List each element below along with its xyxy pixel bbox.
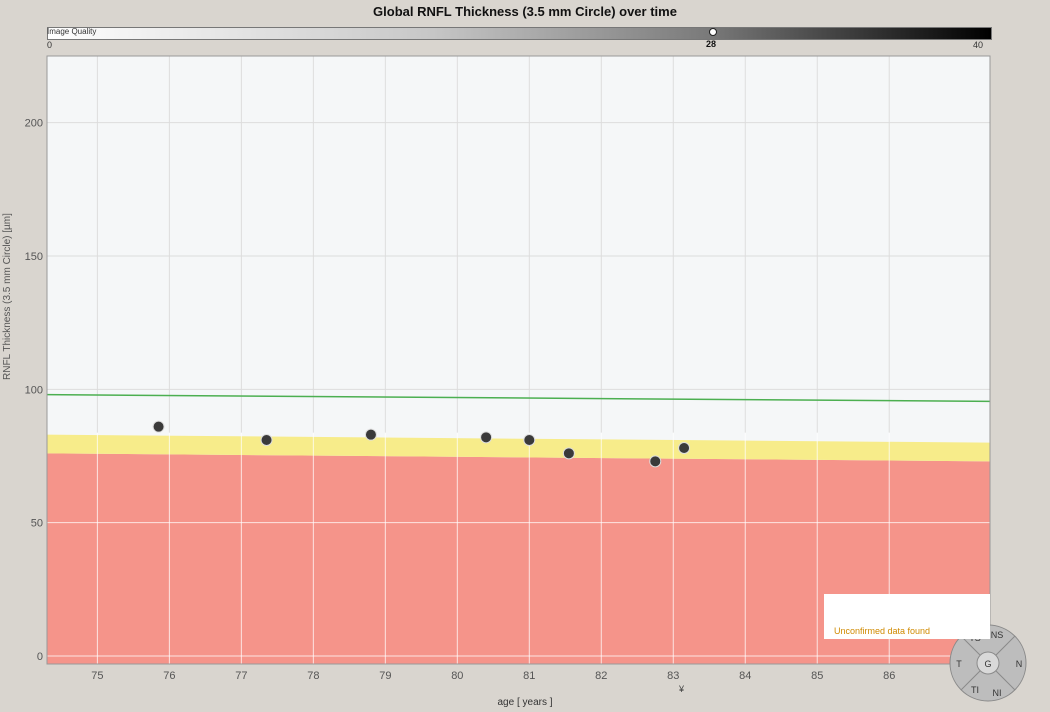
borderline-band <box>47 434 990 462</box>
compass-label: TI <box>971 685 979 695</box>
compass-label: NI <box>993 688 1002 698</box>
abnormal-band <box>47 453 990 664</box>
x-tick-label: 80 <box>451 670 463 682</box>
data-point <box>649 455 662 468</box>
y-axis-label: RNFL Thickness (3.5 mm Circle) [µm] <box>2 213 13 380</box>
x-tick-label: 81 <box>523 670 535 682</box>
x-tick-label: 85 <box>811 670 823 682</box>
compass-label: NS <box>991 630 1004 640</box>
image-quality-min: 0 <box>47 40 53 50</box>
data-point <box>480 431 493 444</box>
compass-divider <box>960 635 981 656</box>
y-tick-label: 150 <box>25 251 43 263</box>
notice-box <box>824 594 990 639</box>
compass-label: N <box>1016 659 1023 669</box>
x-tick-label: 79 <box>379 670 391 682</box>
x-tick-label: 78 <box>307 670 319 682</box>
image-quality-max: 40 <box>973 40 984 50</box>
compass-divider <box>995 635 1016 656</box>
x-tick-label: 76 <box>163 670 175 682</box>
compass-label: T <box>956 659 962 669</box>
data-point <box>260 434 273 446</box>
y-tick-label: 50 <box>31 518 43 530</box>
y-tick-label: 0 <box>37 651 43 663</box>
data-point <box>678 442 691 454</box>
data-point <box>523 434 536 446</box>
data-point <box>152 420 165 433</box>
image-quality-marker <box>709 28 717 36</box>
unconfirmed-data-notice: Unconfirmed data found <box>834 626 931 636</box>
image-quality-value: 28 <box>706 39 717 49</box>
normal-mean-line <box>46 393 991 403</box>
x-tick-label: 86 <box>883 670 895 682</box>
x-tick-label: 82 <box>595 670 607 682</box>
x-tick-label: 84 <box>739 670 751 682</box>
y-tick-label: 200 <box>25 118 43 130</box>
compass-divider <box>995 670 1016 691</box>
x-axis-label: age [ years ] <box>497 697 553 708</box>
compass-divider <box>960 670 981 691</box>
x-tick-label: 77 <box>235 670 247 682</box>
compass-center <box>976 651 1000 675</box>
image-quality-label: Image Quality <box>47 27 97 36</box>
data-point <box>364 428 377 441</box>
image-quality-bar <box>47 27 992 40</box>
data-point <box>562 447 575 460</box>
chart-title: Global RNFL Thickness (3.5 mm Circle) ov… <box>373 4 677 19</box>
plot-border <box>46 55 991 665</box>
compass-label: G <box>984 659 991 669</box>
x-tick-label: 83 <box>667 670 679 682</box>
x-axis-marker: ¥ <box>679 684 685 694</box>
y-tick-label: 100 <box>25 384 43 396</box>
x-tick-label: 75 <box>91 670 103 682</box>
